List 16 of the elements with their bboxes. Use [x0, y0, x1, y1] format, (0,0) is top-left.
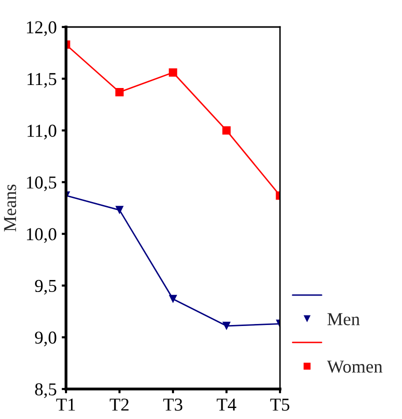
y-tick-label: 11,0 — [28, 124, 56, 140]
legend-label: Men — [327, 313, 360, 326]
y-tick-label: 12,0 — [26, 21, 56, 36]
y-tick-label: 9,5 — [34, 280, 56, 295]
legend-label: Women — [326, 360, 382, 373]
y-tick-label: 10,0 — [26, 228, 56, 243]
x-tick-label: T1 — [56, 398, 75, 411]
x-tick-label: T2 — [110, 398, 129, 411]
y-tick-label: 8,5 — [35, 383, 56, 398]
x-tick-label: T3 — [163, 398, 182, 411]
y-tick-label: 10,5 — [26, 176, 56, 192]
y-tick-label: 11,5 — [28, 73, 56, 88]
y-tick-label: 9,0 — [34, 332, 56, 346]
y-axis-title: Means — [4, 184, 16, 232]
x-tick-label: T5 — [270, 398, 290, 411]
x-tick-label: T4 — [216, 398, 236, 411]
